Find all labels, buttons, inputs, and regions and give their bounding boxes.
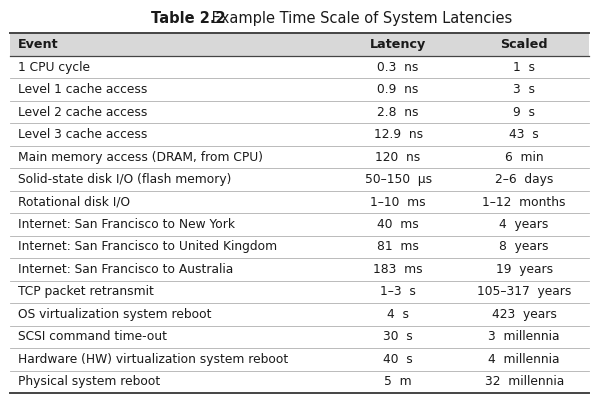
- Text: 8  years: 8 years: [500, 241, 549, 253]
- Text: Rotational disk I/O: Rotational disk I/O: [17, 196, 130, 209]
- Text: 4  years: 4 years: [500, 218, 549, 231]
- Text: 0.9  ns: 0.9 ns: [377, 83, 419, 96]
- Text: Event: Event: [17, 38, 58, 51]
- Text: OS virtualization system reboot: OS virtualization system reboot: [17, 308, 211, 321]
- Text: Hardware (HW) virtualization system reboot: Hardware (HW) virtualization system rebo…: [17, 353, 288, 366]
- Text: 40  s: 40 s: [383, 353, 413, 366]
- Text: 1–10  ms: 1–10 ms: [370, 196, 426, 209]
- Text: Level 3 cache access: Level 3 cache access: [17, 128, 147, 141]
- Text: Internet: San Francisco to New York: Internet: San Francisco to New York: [17, 218, 235, 231]
- Text: Table 2.2: Table 2.2: [151, 11, 226, 26]
- Text: 120  ns: 120 ns: [376, 150, 420, 164]
- Text: 43  s: 43 s: [509, 128, 539, 141]
- Text: 40  ms: 40 ms: [377, 218, 419, 231]
- Text: Solid-state disk I/O (flash memory): Solid-state disk I/O (flash memory): [17, 173, 231, 186]
- Text: 423  years: 423 years: [492, 308, 556, 321]
- Text: 2.8  ns: 2.8 ns: [377, 106, 419, 119]
- Text: 6  min: 6 min: [505, 150, 543, 164]
- Text: 81  ms: 81 ms: [377, 241, 419, 253]
- Text: 5  m: 5 m: [385, 375, 412, 388]
- Text: Level 2 cache access: Level 2 cache access: [17, 106, 147, 119]
- Text: 4  millennia: 4 millennia: [488, 353, 560, 366]
- Text: 105–317  years: 105–317 years: [477, 285, 571, 298]
- Text: Scaled: Scaled: [500, 38, 548, 51]
- Text: 3  s: 3 s: [513, 83, 535, 96]
- Text: 32  millennia: 32 millennia: [485, 375, 564, 388]
- Text: 183  ms: 183 ms: [373, 263, 423, 276]
- Text: 50–150  μs: 50–150 μs: [365, 173, 432, 186]
- Text: Internet: San Francisco to United Kingdom: Internet: San Francisco to United Kingdo…: [17, 241, 277, 253]
- Text: 3  millennia: 3 millennia: [488, 330, 560, 343]
- Text: Internet: San Francisco to Australia: Internet: San Francisco to Australia: [17, 263, 233, 276]
- Text: Latency: Latency: [370, 38, 426, 51]
- Text: 1  s: 1 s: [513, 61, 535, 74]
- Text: 0.3  ns: 0.3 ns: [377, 61, 419, 74]
- Text: Example Time Scale of System Latencies: Example Time Scale of System Latencies: [207, 11, 512, 26]
- Text: 9  s: 9 s: [513, 106, 535, 119]
- Text: SCSI command time-out: SCSI command time-out: [17, 330, 167, 343]
- Text: Main memory access (DRAM, from CPU): Main memory access (DRAM, from CPU): [17, 150, 262, 164]
- Text: 12.9  ns: 12.9 ns: [374, 128, 423, 141]
- Bar: [10, 33, 589, 56]
- Text: TCP packet retransmit: TCP packet retransmit: [17, 285, 153, 298]
- Text: 1–12  months: 1–12 months: [482, 196, 566, 209]
- Text: 1 CPU cycle: 1 CPU cycle: [17, 61, 90, 74]
- Text: 4  s: 4 s: [387, 308, 409, 321]
- Text: Level 1 cache access: Level 1 cache access: [17, 83, 147, 96]
- Text: Physical system reboot: Physical system reboot: [17, 375, 160, 388]
- Text: 30  s: 30 s: [383, 330, 413, 343]
- Text: 1–3  s: 1–3 s: [380, 285, 416, 298]
- Text: 2–6  days: 2–6 days: [495, 173, 553, 186]
- Text: 19  years: 19 years: [495, 263, 553, 276]
